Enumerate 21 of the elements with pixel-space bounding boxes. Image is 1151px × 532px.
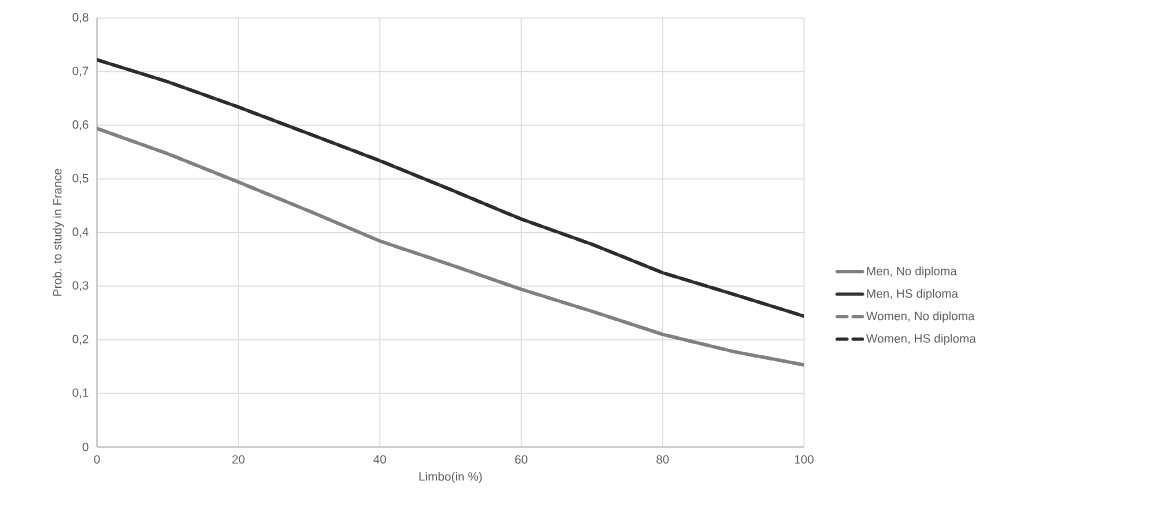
- legend-label: Women, No diploma: [866, 311, 975, 323]
- x-axis-title: Limbo(in %): [419, 471, 482, 484]
- y-tick-label: 0: [82, 442, 89, 452]
- x-tick-label: 40: [373, 455, 387, 464]
- y-tick-label: 0,2: [72, 334, 89, 345]
- legend-label: Women, HS diploma: [866, 333, 976, 346]
- x-tick-label: 100: [794, 455, 814, 464]
- y-axis-title: Prob. to study in France: [52, 168, 64, 296]
- x-tick-label: 0: [94, 455, 100, 464]
- y-tick-label: 0,7: [72, 66, 89, 77]
- legend-label: Men, HS diploma: [867, 288, 959, 301]
- legend-label: Men, No diploma: [867, 266, 957, 278]
- y-tick-label: 0,1: [72, 388, 89, 399]
- x-tick-label: 60: [515, 455, 528, 464]
- x-tick-label: 80: [656, 455, 669, 464]
- y-tick-label: 0,8: [72, 13, 89, 23]
- y-tick-label: 0,4: [72, 227, 89, 238]
- y-tick-label: 0,3: [72, 281, 89, 292]
- y-tick-label: 0,6: [72, 120, 89, 131]
- x-tick-label: 20: [232, 455, 245, 464]
- y-tick-label: 0,5: [72, 173, 89, 184]
